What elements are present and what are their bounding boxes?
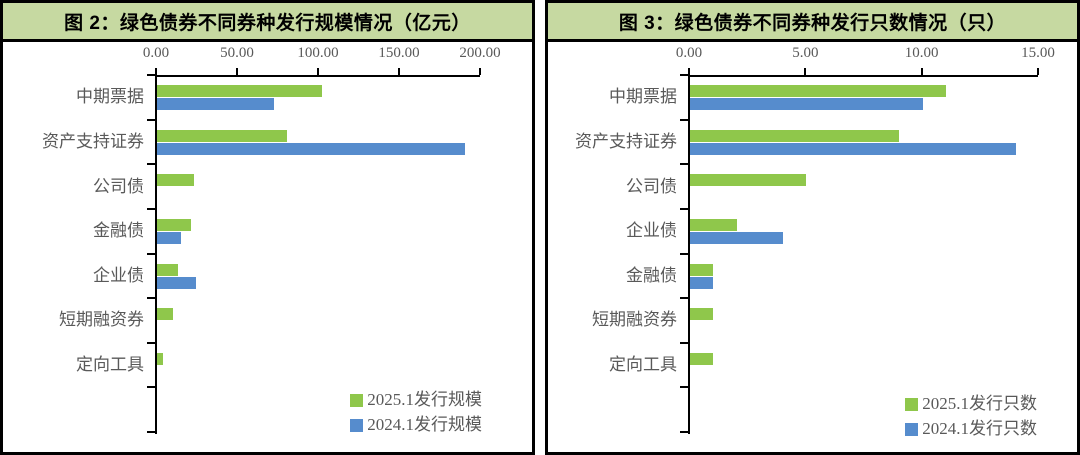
y-axis-tick-mark: [680, 431, 688, 433]
y-axis-tick-mark: [680, 163, 688, 166]
bar-2025: [157, 308, 174, 321]
y-axis-tick-mark: [147, 163, 155, 166]
y-axis-line: [155, 68, 157, 434]
legend-item: 2024.1发行只数: [905, 420, 1037, 438]
y-axis-tick-mark: [680, 386, 688, 389]
x-axis-tick-label: 100.00: [297, 45, 339, 61]
category-label: 资产支持证券: [575, 131, 677, 151]
bar-2025: [690, 263, 714, 276]
bar-2025: [690, 308, 714, 321]
legend-item: 2024.1发行规模: [350, 416, 482, 434]
legend: 2025.1发行只数 2024.1发行只数: [905, 395, 1037, 438]
bar-2024: [157, 98, 274, 110]
legend-label: 2024.1发行只数: [922, 419, 1037, 438]
y-axis-tick-mark: [147, 431, 155, 433]
y-axis-tick-mark: [147, 341, 155, 344]
x-axis-line: [156, 75, 480, 77]
bar-2024: [690, 98, 923, 110]
y-axis-tick-mark: [680, 252, 688, 255]
figure-2-title: 图 2：绿色债券不同券种发行规模情况（亿元）: [3, 3, 532, 42]
legend-label: 2024.1发行规模: [367, 415, 482, 434]
figure-2-chart: 0.00 50.00 100.00 150.00 200.00 中期票据资产支持证券公司债…: [3, 42, 532, 452]
y-axis-tick-mark: [147, 252, 155, 255]
bar-2025: [157, 129, 287, 142]
y-axis-line: [688, 68, 690, 434]
category-label: 金融债: [626, 265, 677, 285]
bar-2025: [157, 85, 323, 97]
legend-item: 2025.1发行只数: [905, 395, 1037, 413]
x-axis-tick-mark: [236, 68, 238, 75]
legend-label: 2025.1发行规模: [367, 390, 482, 409]
bar-2024: [690, 276, 714, 289]
x-axis-line: [689, 75, 1038, 77]
y-axis-tick-mark: [680, 74, 688, 76]
legend-swatch-2024: [350, 418, 364, 432]
category-label: 中期票据: [76, 87, 144, 107]
y-axis-tick-mark: [147, 297, 155, 300]
bar-2025: [690, 174, 807, 187]
legend-label: 2025.1发行只数: [922, 394, 1037, 413]
category-label: 企业债: [626, 221, 677, 241]
x-axis-tick-label: 50.00: [220, 45, 254, 61]
category-label: 中期票据: [609, 87, 677, 107]
category-label: 定向工具: [609, 355, 677, 375]
legend-item: 2025.1发行规模: [350, 391, 482, 409]
bar-2024: [690, 142, 1016, 155]
category-label: 金融债: [93, 221, 144, 241]
category-label: 企业债: [93, 265, 144, 285]
bar-2025: [690, 352, 714, 365]
x-axis-tick-mark: [398, 68, 400, 75]
bar-2024: [157, 231, 182, 244]
x-axis-tick-label: 150.00: [378, 45, 420, 61]
x-axis-tick-mark: [920, 68, 923, 75]
category-label: 定向工具: [76, 355, 144, 375]
y-axis-tick-mark: [680, 297, 688, 300]
bar-2025: [157, 263, 179, 276]
x-axis-tick-label: 200.00: [459, 45, 501, 61]
bar-2025: [690, 218, 737, 231]
category-label: 短期融资券: [592, 310, 677, 330]
category-label: 公司债: [626, 176, 677, 196]
x-axis-tick-label: 0.00: [142, 45, 170, 61]
category-label: 公司债: [93, 176, 144, 196]
legend-swatch-2025: [350, 393, 364, 407]
bar-2025: [157, 218, 192, 231]
y-axis-tick-mark: [680, 341, 688, 344]
x-axis-tick-label: 5.00: [792, 45, 819, 61]
legend-swatch-2025: [905, 397, 919, 411]
y-axis-tick-mark: [147, 207, 155, 210]
x-axis-tick-mark: [317, 68, 319, 75]
y-axis-tick-mark: [147, 386, 155, 389]
x-axis-tick-label: 0.00: [675, 45, 703, 61]
figure-3-chart: 0.00 5.00 10.00 15.00 中期票据资产支持证券公司债企业债金融债短期融…: [548, 42, 1077, 452]
bar-2024: [157, 142, 465, 155]
x-axis-tick-label: 15.00: [1021, 45, 1055, 61]
x-axis-tick-mark: [1037, 68, 1039, 75]
legend: 2025.1发行规模 2024.1发行规模: [350, 391, 482, 434]
figure-3-title: 图 3：绿色债券不同券种发行只数情况（只）: [548, 3, 1077, 42]
y-axis-tick-mark: [147, 74, 155, 76]
figure-3-panel: 图 3：绿色债券不同券种发行只数情况（只） 0.00 5.00 10.00 15.00…: [545, 0, 1080, 455]
x-axis-tick-label: 10.00: [904, 45, 939, 61]
category-label: 资产支持证券: [42, 131, 144, 151]
bar-2025: [157, 352, 163, 365]
y-axis-tick-mark: [147, 118, 155, 121]
bar-2025: [690, 85, 946, 97]
x-axis-tick-mark: [804, 68, 807, 75]
y-axis-tick-mark: [680, 207, 688, 210]
bar-2025: [157, 174, 195, 187]
legend-swatch-2024: [905, 422, 919, 436]
bar-2024: [690, 231, 784, 244]
figure-2-panel: 图 2：绿色债券不同券种发行规模情况（亿元） 0.00 50.00 100.00 15…: [0, 0, 535, 455]
bar-2024: [157, 276, 196, 289]
category-label: 短期融资券: [59, 310, 144, 330]
x-axis-tick-mark: [479, 68, 481, 75]
bar-2025: [690, 129, 900, 142]
y-axis-tick-mark: [680, 118, 688, 121]
